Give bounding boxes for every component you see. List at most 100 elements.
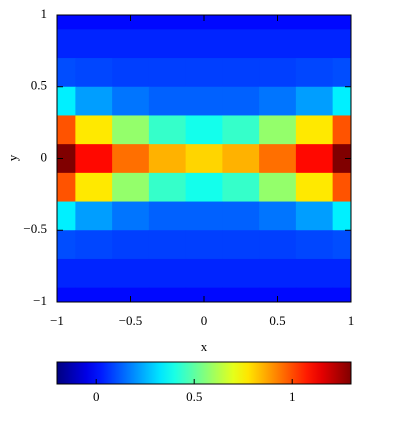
- heat-cell: [259, 258, 297, 289]
- heat-cell: [185, 258, 223, 289]
- heat-cell: [259, 86, 297, 116]
- heat-cell: [57, 58, 76, 88]
- y-tick-label: −0.5: [23, 221, 47, 236]
- heat-cell: [332, 58, 351, 88]
- heat-cell: [112, 86, 150, 116]
- heat-cell: [222, 230, 260, 260]
- heat-cell: [295, 29, 334, 59]
- heat-cell: [148, 15, 187, 30]
- colorbar-tick-label: 1: [289, 389, 296, 404]
- heat-cell: [75, 115, 113, 145]
- heat-cell: [185, 201, 223, 231]
- heat-cell: [259, 144, 297, 174]
- heat-cell: [222, 258, 260, 289]
- heat-cell: [222, 144, 260, 174]
- heat-cell: [75, 287, 113, 302]
- heat-cell: [148, 201, 187, 231]
- heat-cell: [185, 15, 223, 30]
- heat-cell: [222, 58, 260, 88]
- heat-cell: [75, 172, 113, 203]
- heat-cell: [57, 201, 76, 231]
- heat-cell: [112, 15, 150, 30]
- x-axis-label: x: [201, 339, 208, 354]
- heat-cell: [259, 230, 297, 260]
- heat-cell: [148, 258, 187, 289]
- heat-cell: [332, 172, 351, 203]
- heat-cell: [332, 115, 351, 145]
- heat-cell: [148, 86, 187, 116]
- heatmap: [57, 15, 351, 302]
- x-tick-label: −1: [50, 313, 64, 328]
- heat-cell: [57, 86, 76, 116]
- x-tick-label: −0.5: [119, 313, 143, 328]
- heat-cell: [332, 230, 351, 260]
- heat-cell: [222, 29, 260, 59]
- heat-cell: [332, 86, 351, 116]
- heat-cell: [222, 15, 260, 30]
- heat-cell: [295, 86, 334, 116]
- heat-cell: [222, 287, 260, 302]
- heat-cell: [332, 15, 351, 30]
- heat-cell: [295, 172, 334, 203]
- heat-cell: [332, 201, 351, 231]
- y-tick-label: 0.5: [31, 78, 47, 93]
- x-tick-label: 0.5: [269, 313, 285, 328]
- heat-cell: [57, 258, 76, 289]
- heat-cell: [185, 86, 223, 116]
- heat-cell: [295, 115, 334, 145]
- colorbar-tick-label: 0.5: [186, 389, 202, 404]
- heat-cell: [75, 258, 113, 289]
- heat-cell: [112, 29, 150, 59]
- heat-cell: [185, 115, 223, 145]
- heat-cell: [185, 144, 223, 174]
- heat-cell: [148, 115, 187, 145]
- heat-cell: [295, 201, 334, 231]
- heat-cell: [57, 15, 76, 30]
- heat-cell: [185, 172, 223, 203]
- heat-cell: [148, 230, 187, 260]
- heat-cell: [57, 29, 76, 59]
- heat-cell: [112, 287, 150, 302]
- heat-cell: [259, 29, 297, 59]
- colorbar: [56, 361, 352, 385]
- heat-cell: [295, 287, 334, 302]
- heat-cell: [259, 201, 297, 231]
- heat-cell: [112, 258, 150, 289]
- heat-cell: [75, 201, 113, 231]
- heat-cell: [57, 115, 76, 145]
- heat-cell: [259, 58, 297, 88]
- heat-cell: [185, 58, 223, 88]
- y-tick-label: 0: [41, 149, 48, 164]
- heat-cell: [185, 230, 223, 260]
- heat-cell: [112, 58, 150, 88]
- heat-cell: [259, 115, 297, 145]
- heat-cell: [295, 258, 334, 289]
- heat-cell: [185, 29, 223, 59]
- y-tick-label: −1: [33, 293, 47, 308]
- heat-cell: [148, 172, 187, 203]
- heat-cell: [259, 172, 297, 203]
- heat-cell: [222, 115, 260, 145]
- heat-cell: [259, 15, 297, 30]
- heat-cell: [57, 230, 76, 260]
- heat-cell: [148, 144, 187, 174]
- x-tick-label: 0: [201, 313, 208, 328]
- heat-cell: [148, 58, 187, 88]
- heat-cell: [112, 201, 150, 231]
- colorbar-tick-label: 0: [93, 389, 100, 404]
- heat-cell: [332, 144, 351, 174]
- heat-cell: [148, 29, 187, 59]
- heat-cell: [75, 15, 113, 30]
- heat-cell: [185, 287, 223, 302]
- heat-cell: [75, 58, 113, 88]
- heat-cell: [75, 29, 113, 59]
- heat-cell: [295, 15, 334, 30]
- heat-cell: [75, 230, 113, 260]
- heat-cell: [332, 29, 351, 59]
- heat-cell: [332, 258, 351, 289]
- y-axis-label: y: [5, 154, 20, 161]
- y-tick-label: 1: [41, 6, 48, 21]
- heat-cell: [295, 58, 334, 88]
- heat-cell: [112, 172, 150, 203]
